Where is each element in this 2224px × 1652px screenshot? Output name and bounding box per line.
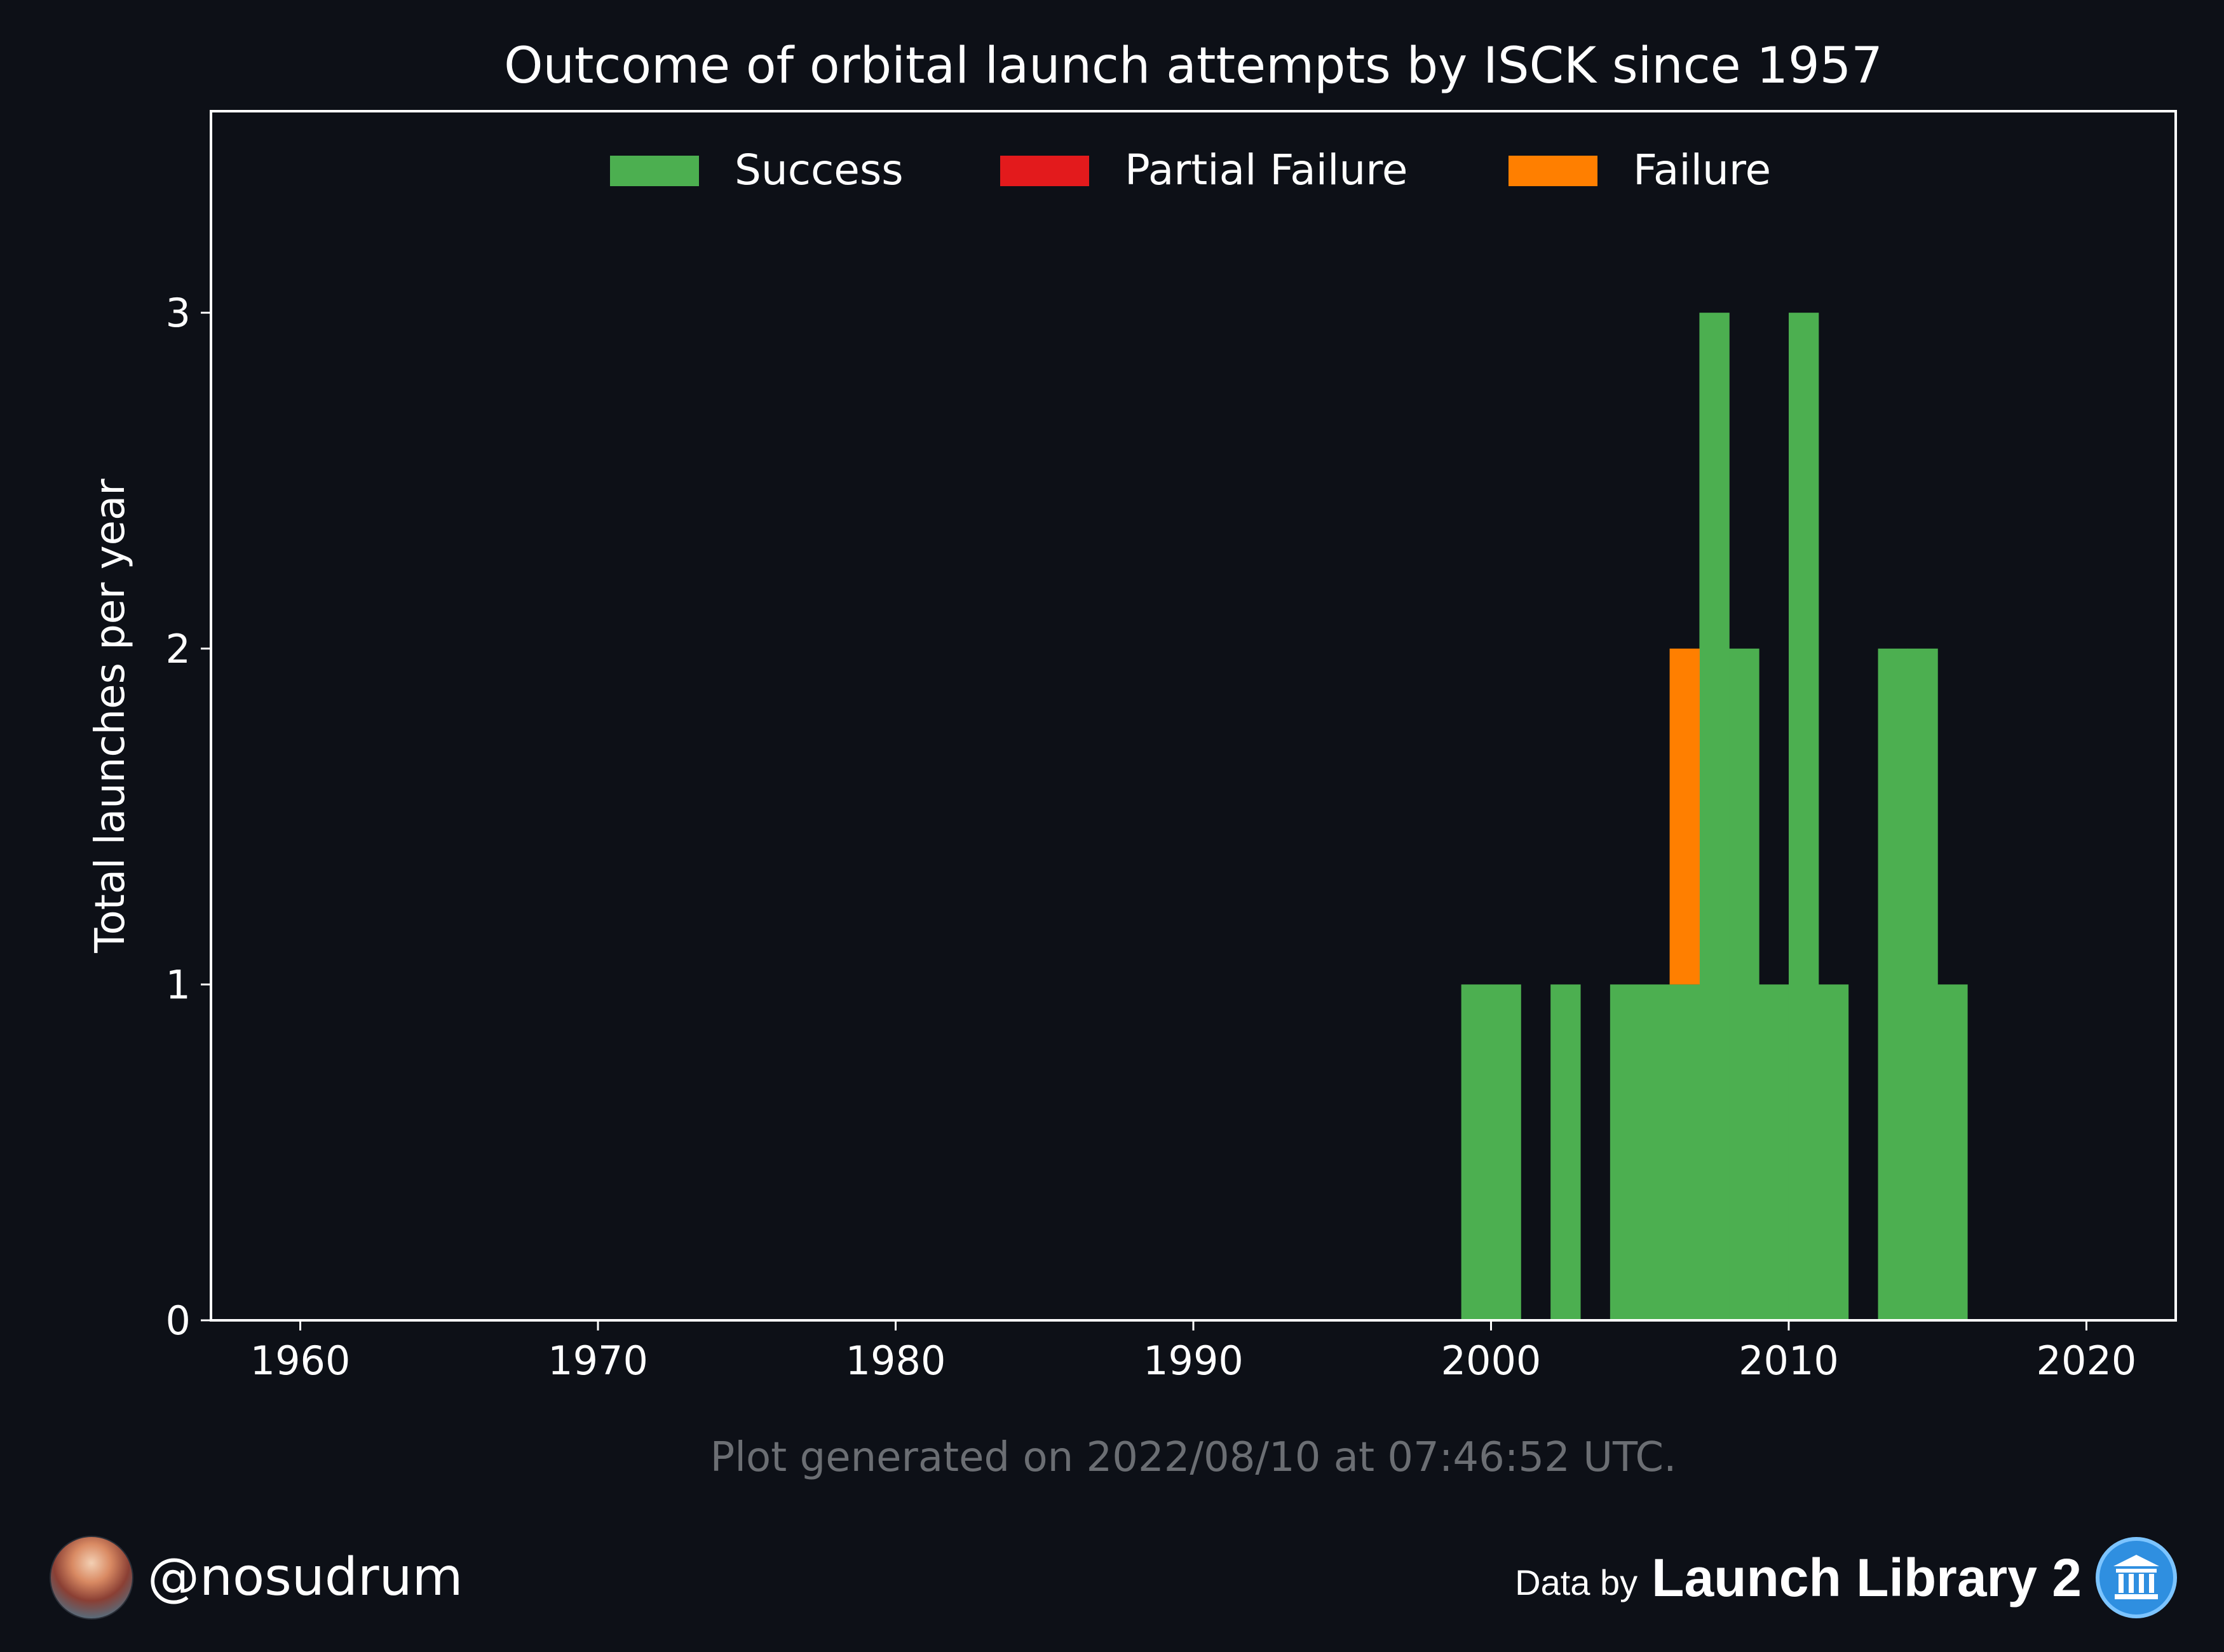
legend-swatch-partial-failure: [1000, 156, 1089, 186]
launch-library-logo-icon[interactable]: [2096, 1537, 2177, 1618]
bar-success-2004: [1610, 984, 1641, 1320]
chart: Outcome of orbital launch attempts by IS…: [87, 37, 2177, 1481]
y-tick-label: 3: [166, 290, 191, 336]
legend-label-failure: Failure: [1633, 146, 1771, 194]
bar-success-2011: [1818, 984, 1849, 1320]
legend-swatch-success: [610, 156, 699, 186]
x-tick-label: 2000: [1441, 1337, 1542, 1384]
bar-success-2007: [1699, 313, 1730, 1321]
bar-success-2010: [1788, 313, 1819, 1321]
institution-icon: [2113, 1555, 2159, 1599]
bar-success-2008: [1729, 648, 1760, 1320]
y-tick-label: 1: [166, 961, 191, 1008]
y-tick-label: 0: [166, 1297, 191, 1344]
plot-frame: [210, 110, 2177, 1322]
plot-generated-note: Plot generated on 2022/08/10 at 07:46:52…: [710, 1434, 1677, 1481]
legend-label-success: Success: [735, 146, 904, 194]
legend: Success Partial Failure Failure: [610, 146, 1771, 194]
legend-swatch-failure: [1509, 156, 1597, 186]
x-tick-label: 1980: [846, 1337, 946, 1384]
bar-success-2013: [1878, 648, 1908, 1320]
x-tick-label: 2020: [2037, 1337, 2137, 1384]
y-axis-label: Total launches per year: [87, 478, 134, 954]
author-handle[interactable]: @nosudrum: [147, 1547, 463, 1608]
legend-label-partial-failure: Partial Failure: [1125, 146, 1408, 194]
chart-title: Outcome of orbital launch attempts by IS…: [504, 37, 1883, 95]
bar-success-2014: [1908, 648, 1938, 1320]
y-tick-label: 2: [166, 626, 191, 672]
bar-success-1999: [1461, 984, 1491, 1320]
bars-group: [1461, 313, 1968, 1321]
x-tick-label: 2010: [1739, 1337, 1839, 1384]
bar-failure-2006: [1669, 648, 1700, 985]
bar-success-2015: [1937, 984, 1968, 1320]
data-source-name[interactable]: Launch Library 2: [1651, 1547, 2082, 1608]
x-tick-label: 1970: [548, 1337, 648, 1384]
data-source-credit: Data by Launch Library 2: [1515, 1536, 2177, 1619]
bar-success-2005: [1639, 984, 1671, 1320]
bar-success-2002: [1550, 984, 1581, 1320]
data-by-label: Data by: [1515, 1562, 1638, 1602]
axis-ticks: 1960 1970 1980 1990 2000 2010 2020 0 1 2 3: [166, 290, 2137, 1384]
x-tick-label: 1990: [1143, 1337, 1244, 1384]
author-credit: @nosudrum: [50, 1536, 463, 1620]
bar-success-2006: [1669, 984, 1700, 1320]
astronaut-avatar-icon: [50, 1536, 133, 1620]
bar-success-2009: [1759, 984, 1789, 1320]
x-tick-label: 1960: [250, 1337, 351, 1384]
bar-success-2000: [1491, 984, 1521, 1320]
